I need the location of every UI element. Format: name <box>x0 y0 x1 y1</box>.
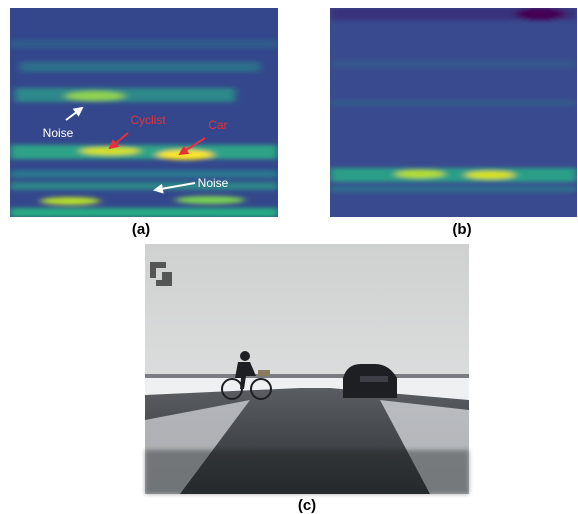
arrow <box>65 106 84 121</box>
arrow <box>153 182 196 194</box>
annotation: Cyclist <box>130 113 166 127</box>
panel-label: (c) <box>298 497 316 514</box>
arrow <box>178 137 206 156</box>
arrow <box>108 132 129 150</box>
annotation: Noise <box>43 126 74 140</box>
panel-label: (a) <box>132 221 150 238</box>
annotation: Noise <box>198 176 229 190</box>
panel-label: (b) <box>452 221 471 238</box>
camera-photo <box>145 244 469 494</box>
heatmap-b <box>330 8 577 217</box>
heatmap-a <box>10 8 278 217</box>
annotation: Car <box>208 118 227 132</box>
